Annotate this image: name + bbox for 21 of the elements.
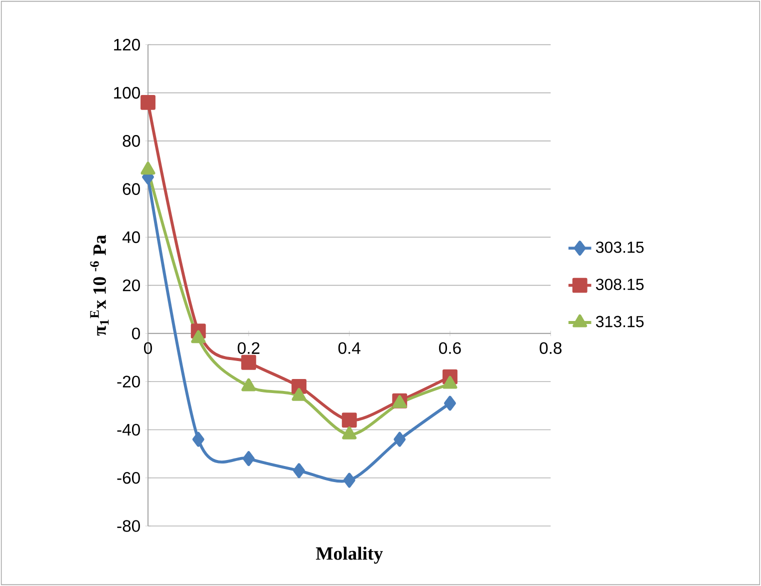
y-tick-label: -60: [117, 472, 140, 484]
x-tick-label: 0.2: [238, 342, 260, 354]
y-tick-label: -20: [117, 376, 140, 388]
y-tick-label: 40: [122, 231, 140, 244]
y-tick-label: 60: [122, 183, 140, 195]
x-tick-label: 0: [144, 342, 152, 354]
y-tick-label: 80: [122, 135, 140, 147]
y-tick-label: 120: [114, 38, 140, 51]
legend-label: 308.15: [596, 278, 644, 290]
y-tick-label: 0: [132, 328, 140, 340]
y-tick-label: -40: [117, 424, 140, 436]
y-tick-label: 100: [114, 86, 140, 99]
x-tick-label: 0.4: [338, 342, 360, 354]
y-axis-title: π$_{1}$$^{E}$x 10 $^{-6}$ Pa: [90, 235, 109, 336]
y-tick-label: 20: [122, 279, 140, 292]
y-tick-label: -80: [117, 520, 140, 532]
x-axis-title: Molality: [316, 546, 383, 564]
x-tick-label: 0.8: [540, 342, 562, 354]
legend-label: 303.15: [596, 242, 644, 253]
x-tick-label: 0.6: [439, 342, 461, 354]
legend-label: 313.15: [596, 316, 644, 328]
